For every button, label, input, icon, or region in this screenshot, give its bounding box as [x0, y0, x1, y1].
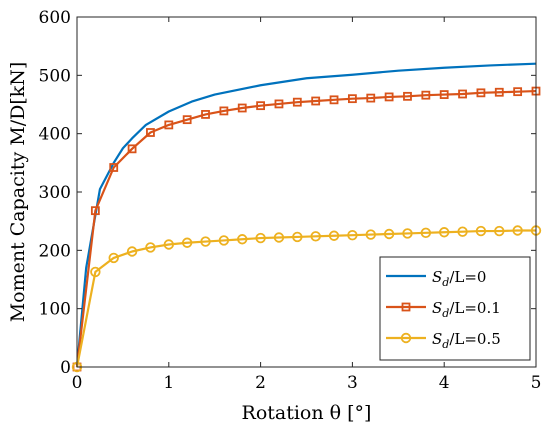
legend: Sd/L=0 Sd/L=0.1 Sd/L=0.5 — [379, 256, 531, 361]
data-point — [219, 106, 229, 116]
data-point — [182, 115, 192, 125]
y-axis-label: Moment Capacity M/D[kN] — [7, 62, 29, 323]
data-point — [311, 96, 321, 106]
data-point — [403, 91, 412, 101]
data-point — [108, 252, 119, 264]
data-point — [127, 144, 137, 154]
data-point — [146, 128, 155, 137]
data-point — [163, 239, 175, 250]
data-point — [513, 87, 523, 97]
data-point — [494, 225, 505, 237]
data-point — [109, 163, 119, 172]
data-point — [329, 95, 339, 105]
data-point — [90, 266, 101, 278]
x-tick-label: 0 — [72, 373, 83, 393]
data-point — [292, 231, 303, 243]
data-point — [512, 225, 523, 236]
data-point — [476, 88, 486, 98]
data-point — [237, 234, 248, 245]
data-point — [402, 228, 413, 239]
data-point — [218, 235, 230, 246]
data-point — [164, 120, 174, 130]
data-point — [310, 231, 321, 242]
data-point — [274, 99, 284, 109]
data-point — [328, 230, 340, 241]
legend-label: Sd/L=0.1 — [432, 299, 501, 320]
series-line-0 — [75, 62, 537, 368]
data-point — [384, 92, 394, 102]
y-tick-label: 300 — [39, 183, 71, 203]
data-point — [458, 89, 467, 99]
data-point — [347, 229, 358, 241]
data-point — [256, 101, 266, 111]
data-point — [255, 232, 266, 244]
plot-area: 0 1 2 3 4 5 0 100 200 300 400 500 600 — [39, 8, 542, 393]
legend-marker — [401, 302, 411, 312]
y-tick-label: 600 — [39, 8, 71, 28]
data-point — [90, 206, 100, 216]
data-point — [347, 94, 357, 104]
data-point — [200, 236, 211, 247]
data-point — [292, 97, 302, 107]
legend-label: Sd/L=0 — [432, 268, 486, 289]
data-point — [181, 237, 193, 248]
data-point — [475, 225, 487, 237]
data-point — [126, 246, 138, 257]
y-tick-label: 400 — [39, 125, 71, 145]
data-point — [366, 93, 376, 103]
data-point — [273, 232, 285, 243]
data-point — [439, 90, 449, 99]
data-point — [365, 229, 376, 240]
data-point — [494, 87, 504, 97]
x-tick-label: 3 — [347, 373, 358, 393]
x-tick-label: 5 — [531, 373, 542, 393]
x-tick-label: 1 — [163, 373, 174, 393]
y-tick-label: 500 — [39, 66, 71, 86]
y-tick-label: 0 — [60, 358, 71, 378]
data-point — [457, 226, 468, 237]
series-line-2 — [75, 229, 536, 368]
x-axis-label: Rotation θ [°] — [242, 402, 372, 424]
data-point — [383, 228, 395, 240]
data-point — [439, 227, 450, 238]
x-tick-label: 4 — [439, 373, 450, 393]
data-point — [201, 110, 210, 119]
legend-marker — [400, 332, 412, 344]
y-tick-label: 200 — [39, 241, 71, 261]
legend-label: Sd/L=0.5 — [432, 330, 501, 351]
data-point — [421, 90, 431, 100]
y-tick-label: 100 — [39, 300, 71, 320]
data-point — [145, 242, 156, 253]
data-point — [420, 227, 432, 239]
data-point — [237, 103, 247, 113]
x-tick-label: 2 — [255, 373, 266, 393]
